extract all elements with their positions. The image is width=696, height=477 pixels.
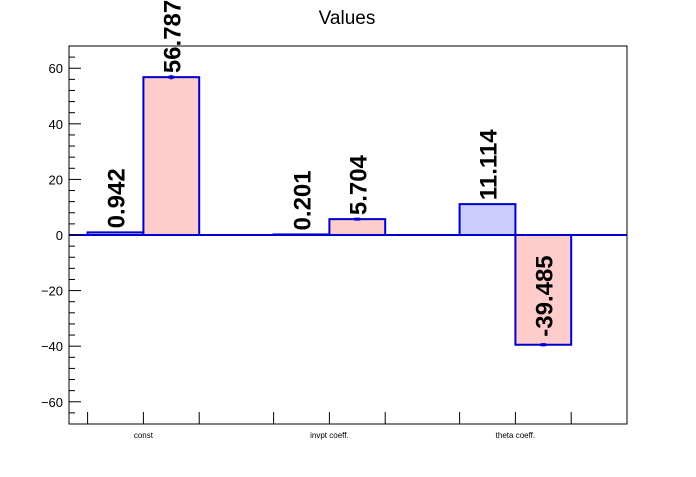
y-tick-label: 60 (49, 61, 63, 76)
value-label: 0.942 (104, 168, 131, 228)
y-tick-label: 0 (56, 228, 63, 243)
x-category-label: invpt coeff. (310, 431, 349, 440)
y-tick-label: −40 (41, 339, 63, 354)
bar-s1-theta-coeff- (458, 203, 517, 237)
y-tick-label: −60 (41, 395, 63, 410)
value-label: 11.114 (476, 129, 503, 200)
y-tick-label: 40 (49, 117, 63, 132)
bar-s2-const (142, 76, 201, 236)
y-tick-label: −20 (41, 284, 63, 299)
x-category-label: const (134, 431, 154, 440)
value-label: 56.787 (159, 0, 186, 73)
chart-title: Values (319, 8, 376, 29)
value-label: 5.704 (345, 154, 372, 215)
x-category-label: theta coeff. (496, 431, 535, 440)
y-tick-label: 20 (49, 172, 63, 187)
bar-s2-invpt-coeff- (328, 218, 387, 237)
value-label: 0.201 (290, 170, 317, 230)
value-label: -39.485 (531, 255, 558, 336)
